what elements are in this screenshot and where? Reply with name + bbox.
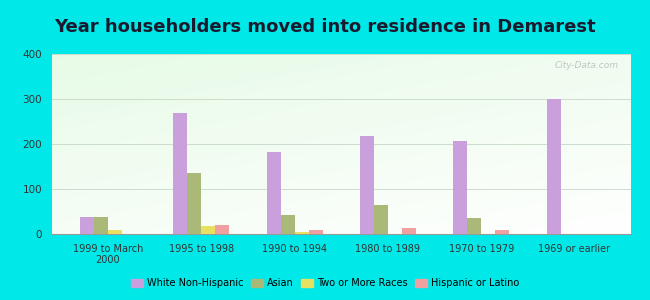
Legend: White Non-Hispanic, Asian, Two or More Races, Hispanic or Latino: White Non-Hispanic, Asian, Two or More R…: [127, 274, 523, 292]
Bar: [360, 136, 374, 234]
Bar: [294, 232, 309, 234]
Bar: [94, 217, 108, 234]
Bar: [547, 99, 560, 234]
Bar: [309, 230, 322, 234]
Bar: [467, 218, 481, 234]
Text: City-Data.com: City-Data.com: [555, 61, 619, 70]
Bar: [215, 225, 229, 234]
Bar: [266, 152, 281, 234]
Bar: [374, 205, 388, 234]
Bar: [281, 215, 294, 234]
Bar: [402, 228, 416, 234]
Text: Year householders moved into residence in Demarest: Year householders moved into residence i…: [54, 18, 596, 36]
Bar: [108, 230, 122, 234]
Bar: [495, 230, 509, 234]
Bar: [453, 141, 467, 234]
Bar: [202, 226, 215, 234]
Bar: [174, 112, 187, 234]
Bar: [80, 217, 94, 234]
Bar: [187, 173, 202, 234]
